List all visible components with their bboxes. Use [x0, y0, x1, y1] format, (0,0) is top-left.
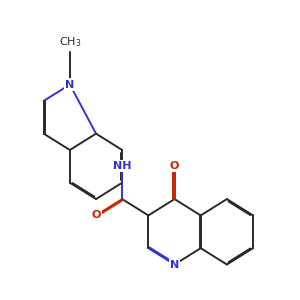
Text: O: O — [170, 161, 179, 171]
Text: N: N — [170, 260, 179, 269]
Text: O: O — [91, 210, 101, 220]
Text: CH$_3$: CH$_3$ — [58, 35, 81, 49]
Text: NH: NH — [113, 161, 131, 171]
Text: N: N — [65, 80, 74, 90]
